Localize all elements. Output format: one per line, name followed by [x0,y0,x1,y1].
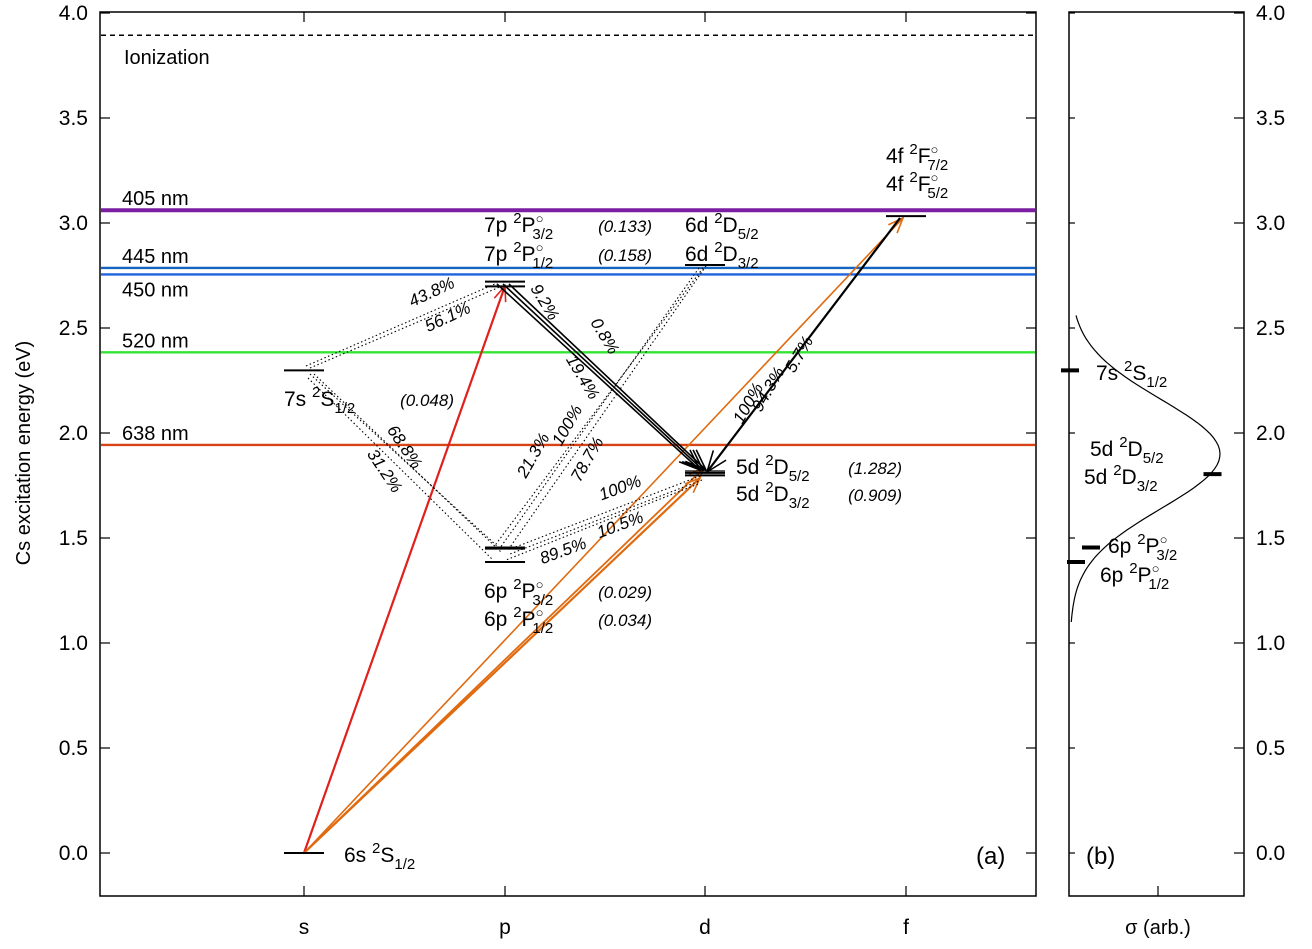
panel-b-state-label: 6p 2P○ 1/2 [1100,560,1169,593]
panel-b-state-label: 6p 2P○ 3/2 [1108,531,1177,564]
decay-dotted-line [512,475,701,549]
y-tick-label: 0.0 [59,842,88,865]
state-value-7p: (0.158) [598,246,652,265]
decay-dotted-line [505,483,699,561]
state-label-7s: 7s 2S1/2 [284,384,355,417]
laser-label: 450 nm [122,279,189,301]
laser-label: 405 nm [122,188,189,210]
decay-arrow-7p-5d [496,283,700,470]
excitation-arrow-6s-5d [303,468,704,854]
state-value-7s: (0.048) [400,391,454,410]
state-label-7p: 7p 2P○ 1/2 [484,239,553,272]
excitation-arrow-6s-7p [302,286,505,854]
y-tick-label: 3.0 [59,212,88,235]
y-tick-label-right: 1.0 [1256,632,1285,655]
state-label-5d: 5d 2D3/2 [736,479,810,512]
decay-percent-label: 56.1% [422,298,474,336]
decay-dotted-line [305,282,498,367]
state-label-6p: 6p 2P○ 1/2 [484,604,553,637]
x-tick-label: p [499,916,511,939]
state-value-6p: (0.034) [598,611,652,630]
decay-dotted-line [307,377,494,561]
state-value-5d: (0.909) [848,486,902,505]
y-tick-label: 2.5 [59,317,88,340]
panel-b-state-label: 5d 2D5/2 [1090,434,1164,467]
state-label-7p: 7p 2P○ 3/2 [484,210,553,243]
y-tick-label: 1.0 [59,632,88,655]
sigma-curve [1070,315,1221,623]
ionization-label: Ionization [124,47,210,69]
excitation-arrow-6s-4f [303,218,903,854]
panel-b-frame [1068,11,1245,897]
decay-percent-label: 100% [548,402,586,449]
transitions-layer [302,217,903,854]
y-tick-label: 2.0 [59,422,88,445]
y-tick-label-right: 0.0 [1256,842,1285,865]
axes-layer: 0.0 0.0 0.5 0.5 1.0 1.0 1.5 1.5 2.0 2.0 2.5 2.5 3.0 3… [59,2,1285,939]
state-value-7p: (0.133) [598,217,652,236]
state-value-6p: (0.029) [598,583,652,602]
state-label-5d: 5d 2D5/2 [736,452,810,485]
panel-b-state-label: 7s 2S1/2 [1096,358,1167,391]
y-tick-label: 4.0 [59,2,88,25]
decay-dotted-line [495,267,704,545]
state-label-6s: 6s 2S1/2 [344,840,415,873]
laser-lines-layer: 405 nm 445 nm 450 nm 520 nm 638 nm [101,34,1035,447]
y-tick-label-right: 3.5 [1256,107,1285,130]
laser-label: 445 nm [122,246,189,268]
panel-b-state-label: 5d 2D3/2 [1084,462,1158,495]
y-tick-label-right: 0.5 [1256,737,1285,760]
decay-percent-label: 9.2% [527,281,563,324]
decay-arrow-4f-5d [707,217,901,472]
decay-dotted-line [313,373,502,553]
state-label-4f: 4f 2F○ 7/2 [886,141,948,174]
decay-percent-label: 5.7% [781,333,817,376]
decay-percent-label: 89.5% [537,534,589,568]
state-label-6d: 6d 2D5/2 [685,210,759,243]
y-tick-label: 1.5 [59,527,88,550]
x-tick-label: f [903,916,909,939]
panel-b-label: (b) [1086,843,1115,870]
x-tick-label: d [699,916,711,939]
y-tick-label-right: 2.0 [1256,422,1285,445]
state-label-4f: 4f 2F○ 5/2 [886,169,948,202]
y-tick-label-right: 3.0 [1256,212,1285,235]
decay-dotted-line [499,267,700,549]
state-label-6d: 6d 2D3/2 [685,239,759,272]
state-label-6p: 6p 2P○ 3/2 [484,576,553,609]
labels-layer: 9.2%0.8%19.4% 94.3%5.7%43.8%56.1%68.8%31.… [284,141,948,873]
decay-arrow-7p-5d [508,283,706,470]
y-tick-label-right: 4.0 [1256,2,1285,25]
y-tick-label-right: 1.5 [1256,527,1285,550]
decay-arrow-7p-5d [502,283,703,470]
y-tick-label: 0.5 [59,737,88,760]
panel-a-frame [99,11,1037,897]
decay-dotted-line [309,285,503,369]
laser-label: 638 nm [122,423,189,445]
y-tick-label-right: 2.5 [1256,317,1285,340]
decay-percent-label: 21.3% [512,430,553,482]
y-axis-label: Cs excitation energy (eV) [13,341,35,566]
panel-b-x-label: σ (arb.) [1125,917,1191,939]
panel-b-layer: 7s 2S1/2 5d 2D5/25d 2D3/2 6p 2P○ 3/26p 2P○ 1… [1061,315,1222,623]
panel-a-label: (a) [976,843,1005,870]
laser-label: 520 nm [122,330,189,352]
decay-dotted-line [507,265,707,551]
decay-percent-label: 19.4% [562,352,603,403]
x-tick-label: s [299,916,310,939]
state-value-5d: (1.282) [848,459,902,478]
levels-layer [284,215,926,854]
y-tick-label: 3.5 [59,107,88,130]
